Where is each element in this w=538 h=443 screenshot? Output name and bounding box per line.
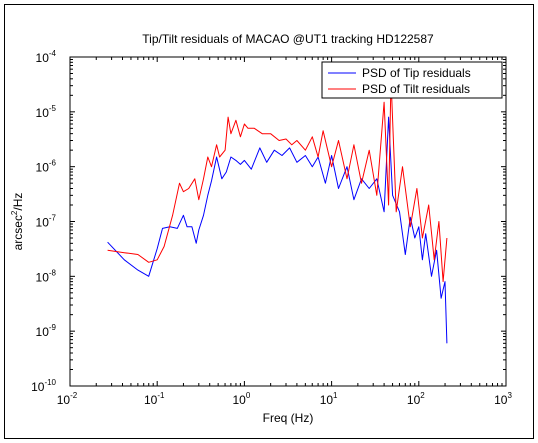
legend-box (321, 61, 503, 99)
y-tick-label: 10-6 (36, 159, 57, 175)
axes-layer: 10-2 10-1 100 101 102 103 10-10 10-9 10-8 10-7 10-… (31, 49, 512, 407)
legend: PSD of Tip residuals PSD of Tilt residua… (321, 61, 503, 99)
y-tick-label: 10-10 (31, 378, 56, 394)
x-tick-label: 103 (494, 391, 512, 407)
chart-title: Tip/Tilt residuals of MACAO @UT1 trackin… (142, 32, 434, 46)
y-axis-label-base: arcsec (11, 215, 25, 250)
x-axis-label: Freq (Hz) (263, 411, 314, 425)
x-tick-label: 101 (320, 391, 338, 407)
series-line-tilt (107, 78, 448, 283)
y-tick-label: 10-5 (36, 104, 57, 120)
series-layer (107, 78, 448, 344)
y-axis-label-tail: /Hz (11, 193, 25, 211)
x-tick-label: 102 (407, 391, 425, 407)
y-axis-label: arcsec2/Hz (10, 193, 25, 251)
y-tick-label: 10-4 (36, 49, 57, 65)
plot-area (70, 57, 506, 386)
x-tick-label: 10-1 (144, 391, 165, 407)
y-axis-label-exp: 2 (10, 210, 19, 215)
y-tick-label: 10-8 (36, 268, 57, 284)
y-tick-label: 10-7 (36, 214, 57, 230)
legend-label-tip: PSD of Tip residuals (362, 66, 471, 80)
y-tick-label: 10-9 (36, 323, 57, 339)
x-tick-label: 10-2 (57, 391, 78, 407)
legend-label-tilt: PSD of Tilt residuals (362, 82, 470, 96)
x-tick-label: 100 (232, 391, 250, 407)
